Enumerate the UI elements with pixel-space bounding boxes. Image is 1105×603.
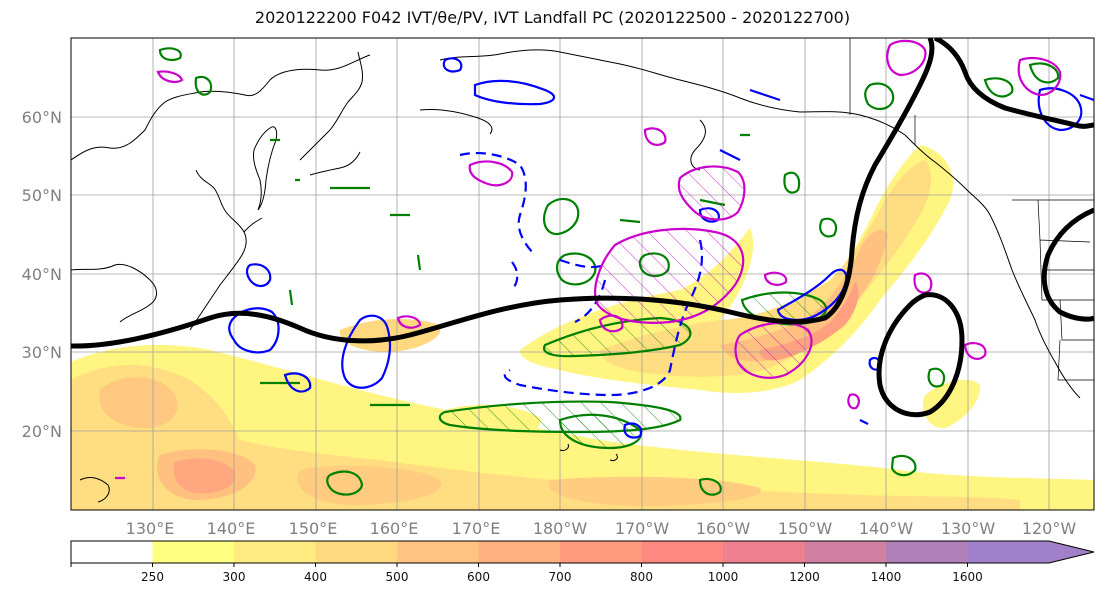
green-contours [158,47,1060,496]
lon-label: 140°W [859,519,914,538]
colorbar-segment [397,541,479,563]
lon-label: 180°W [533,519,588,538]
colorbar-segment [967,541,1050,563]
lat-label: 20°N [22,422,62,441]
colorbar-segment [71,541,153,563]
lat-label: 60°N [22,108,62,127]
lon-label: 150°E [289,519,338,538]
lon-label: 160°E [370,519,419,538]
colorbar-segment [152,541,235,563]
lon-label: 170°W [615,519,670,538]
lon-label: 130°E [126,519,175,538]
lat-label: 40°N [22,265,62,284]
colorbar-tick-label: 600 [467,570,490,584]
lon-label: 120°W [1022,519,1077,538]
lon-label: 160°W [696,519,751,538]
colorbar-segment [315,541,398,563]
colorbar-tick-label: 250 [141,570,164,584]
lat-label: 50°N [22,186,62,205]
chart-title: 2020122200 F042 IVT/θe/PV, IVT Landfall … [254,8,851,27]
colorbar-tick-label: 500 [386,570,409,584]
colorbar-tick-label: 400 [304,570,327,584]
lon-label: 150°W [778,519,833,538]
colorbar-segment [804,541,887,563]
colorbar-tick-label: 1600 [952,570,983,584]
colorbar-segment [560,541,642,563]
coastlines [71,49,1081,503]
colorbar-arrow-fill [1049,541,1094,563]
map-frame [70,37,1095,511]
colorbar-segment [723,541,805,563]
pv-contours [115,39,1062,480]
colorbar-tick-label: 300 [223,570,246,584]
colorbar-tick-label: 700 [549,570,572,584]
lat-label: 30°N [22,343,62,362]
colorbar: 250 300 400 500 600 700 800 1000 1200 1400 1600 [70,540,1095,584]
colorbar-tick-label: 1000 [708,570,739,584]
colorbar-tick-label: 1400 [871,570,902,584]
lon-label: 140°E [207,519,256,538]
colorbar-tick-label: 1200 [789,570,820,584]
ivt-landfall-pc-contours [71,38,1094,418]
lon-label: 170°E [452,519,501,538]
colorbar-segment [886,541,968,563]
colorbar-segment [641,541,724,563]
colorbar-segment [234,541,316,563]
lon-label: 130°W [941,519,996,538]
political-borders [849,38,1094,381]
colorbar-segment [478,541,561,563]
latitude-labels: 60°N 50°N 40°N 30°N 20°N [22,108,62,441]
colorbar-outline [70,540,1095,564]
longitude-labels: 130°E 140°E 150°E 160°E 170°E 180°W 170°… [126,519,1077,538]
colorbar-tick-label: 800 [630,570,653,584]
